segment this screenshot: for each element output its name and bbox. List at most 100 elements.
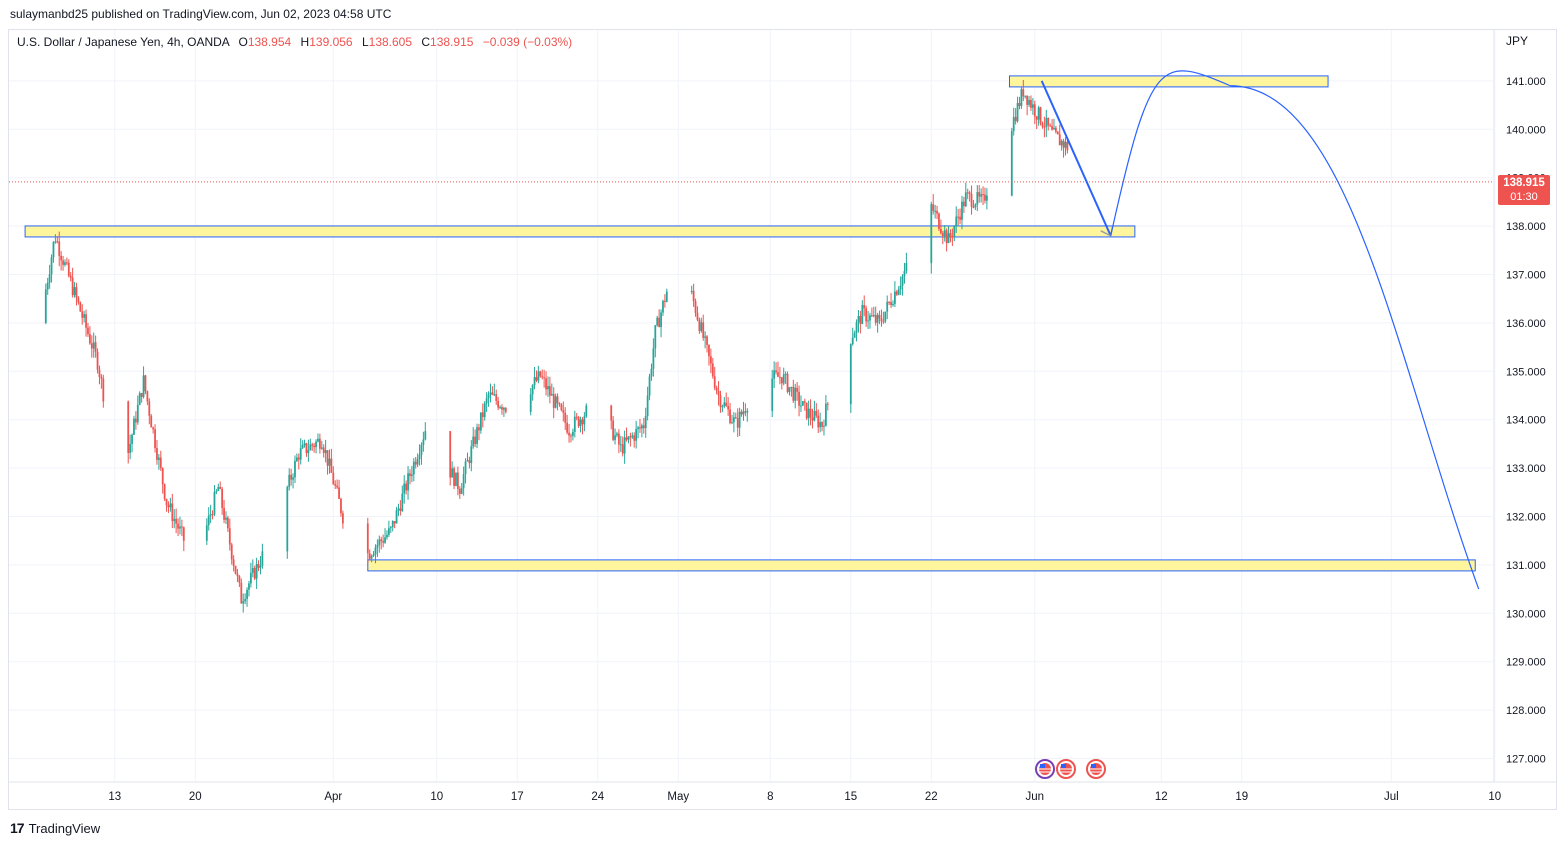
candle-body xyxy=(614,435,616,440)
symbol-legend: U.S. Dollar / Japanese Yen, 4h, OANDA O1… xyxy=(17,35,572,49)
candle-body xyxy=(313,445,316,448)
candle-body xyxy=(882,321,885,323)
candle-body xyxy=(257,564,260,568)
candle-body xyxy=(746,410,749,413)
time-axis: 13 20 Apr 10 17 24 May 8 15 22 Jun 12 19 Jul 10 xyxy=(108,791,1501,803)
grid xyxy=(9,30,1557,783)
candle-body xyxy=(537,371,540,381)
candle-body xyxy=(207,515,210,526)
candle-body xyxy=(225,517,227,520)
candle-body xyxy=(962,201,965,207)
candle-body xyxy=(817,415,820,428)
candle-body xyxy=(545,378,547,390)
candle-body xyxy=(205,525,208,541)
candle-body xyxy=(1066,141,1069,151)
candle-body xyxy=(727,405,730,410)
time-tick-label: 19 xyxy=(1235,791,1248,803)
candle-body xyxy=(96,351,99,370)
candle-body xyxy=(1033,104,1036,117)
time-tick-label: 20 xyxy=(189,791,202,803)
price-tick-label: 130.000 xyxy=(1506,608,1546,620)
footer-branding[interactable]: 17 TradingView xyxy=(10,820,100,836)
candle-body xyxy=(127,401,130,453)
candle-body xyxy=(403,483,406,494)
candle-body xyxy=(228,528,231,545)
candle-body xyxy=(717,390,720,396)
candle-body xyxy=(487,394,490,399)
candle-body xyxy=(499,407,501,409)
candle-body xyxy=(1058,134,1061,146)
candle-body xyxy=(94,342,97,352)
candle-body xyxy=(648,376,651,396)
candle-body xyxy=(420,444,423,455)
candle-body xyxy=(175,518,178,524)
candle-body xyxy=(92,342,95,349)
candle-body xyxy=(134,418,137,423)
price-tick-label: 141.000 xyxy=(1506,76,1546,88)
candle-body xyxy=(290,474,293,480)
us-flag-icon[interactable] xyxy=(1056,759,1076,779)
us-flag-icon[interactable] xyxy=(1035,759,1055,779)
brand-name: TradingView xyxy=(28,820,101,836)
candle-body xyxy=(71,277,74,296)
candle-body xyxy=(460,488,463,494)
candle-body xyxy=(568,432,570,436)
candle-body xyxy=(855,322,858,333)
candle-body xyxy=(938,213,940,229)
candle-body xyxy=(261,551,264,566)
candle-body xyxy=(700,322,703,331)
candle-body xyxy=(556,396,559,404)
candle-body xyxy=(778,376,781,378)
candle-body xyxy=(780,377,783,384)
candle-body xyxy=(462,474,465,489)
candle-body xyxy=(474,436,477,444)
candle-body xyxy=(366,523,369,554)
candle-body xyxy=(1018,102,1021,106)
candle-body xyxy=(550,393,553,396)
candle-body xyxy=(790,386,793,388)
candle-body xyxy=(803,401,806,403)
candle-body xyxy=(863,305,866,309)
candle-body xyxy=(85,314,87,328)
candle-body xyxy=(1026,95,1029,105)
candle-body xyxy=(297,457,300,460)
candle-body xyxy=(136,404,139,423)
candle-body xyxy=(888,301,891,303)
candle-body xyxy=(1039,107,1042,124)
candle-body xyxy=(547,386,549,390)
candle-body xyxy=(464,461,467,475)
candle-body xyxy=(826,403,829,405)
time-tick-label: 22 xyxy=(925,791,938,803)
candle-body xyxy=(869,315,871,321)
candle-body xyxy=(953,226,956,237)
candle-body xyxy=(711,363,714,377)
candle-body xyxy=(961,201,963,220)
candle-body xyxy=(399,508,402,511)
candle-body xyxy=(144,375,147,392)
candle-body xyxy=(491,392,494,395)
candle-body xyxy=(853,332,856,338)
candle-body xyxy=(412,461,415,475)
candle-body xyxy=(140,393,143,397)
candle-body xyxy=(623,437,626,454)
candle-body xyxy=(133,418,135,435)
candle-body xyxy=(644,416,647,429)
us-flag-icon[interactable] xyxy=(1086,759,1106,779)
candle-body xyxy=(397,508,400,511)
candle-body xyxy=(665,291,668,302)
candle-body xyxy=(182,527,185,541)
candle-body xyxy=(660,312,662,328)
candle-body xyxy=(535,377,538,381)
candle-body xyxy=(102,378,105,402)
candle-body xyxy=(721,406,724,408)
candle-body xyxy=(131,434,133,444)
candle-body xyxy=(709,356,712,364)
candle-body xyxy=(466,460,469,462)
candle-body xyxy=(472,436,475,447)
candle-body xyxy=(1037,107,1040,120)
candle-body xyxy=(570,435,572,437)
candle-body xyxy=(564,412,567,423)
currency-label[interactable]: JPY xyxy=(1506,34,1529,48)
candle-body xyxy=(338,487,340,499)
